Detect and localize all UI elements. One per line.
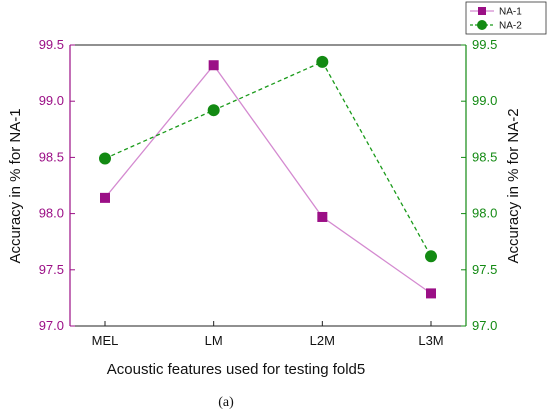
na-1-data-point [426,288,436,299]
axes [69,44,467,327]
left-y-tick-label: 99.0 [39,93,64,108]
right-y-tick-label: 97.0 [472,318,497,333]
left-y-tick-label: 98.5 [39,149,64,164]
na-1-data-point [100,192,110,203]
na-2-data-point [425,250,437,263]
x-axis-title: Acoustic features used for testing fold5 [107,361,365,378]
x-tick-label: LM [205,333,223,348]
na-1-legend-label: NA-1 [499,7,522,18]
left-y-tick-label: 97.5 [39,262,64,277]
na-1-series-line [104,64,432,294]
right-y-tick-label: 99.5 [472,37,497,52]
right-y-tick-label: 98.5 [472,149,497,164]
na-2-series-line [104,61,432,257]
left-y-tick-label: 98.0 [39,206,64,221]
x-tick-label: L3M [418,333,443,348]
left-y-axis-title: Accuracy in % for NA-1 [7,108,24,263]
right-y-tick-label: 97.5 [472,262,497,277]
na-2-data-point [316,55,329,68]
right-y-axis-title: Accuracy in % for NA-2 [505,108,522,263]
na-2-legend-label: NA-2 [499,21,522,32]
legend: NA-1 NA-2 [465,1,547,35]
na-1-data-point [317,211,328,222]
right-y-tick-label: 99.0 [472,93,497,108]
na-2-data-point [207,104,220,117]
na-2-legend-marker [477,20,487,30]
na-1-legend-marker [478,7,486,15]
figure-caption: (a) [218,395,234,410]
left-y-tick-label: 97.0 [39,318,64,333]
na-1-data-point [208,60,219,71]
na-2-data-point [99,152,111,165]
x-tick-label: MEL [92,333,119,348]
x-tick-label: L2M [310,333,335,348]
series-layer [99,55,437,299]
left-y-tick-label: 99.5 [39,37,64,52]
tick-labels: 97.0 97.0 97.5 97.5 98.0 98.0 98.5 98.5 99.0 99.0… [39,37,498,348]
right-y-tick-label: 98.0 [472,206,497,221]
